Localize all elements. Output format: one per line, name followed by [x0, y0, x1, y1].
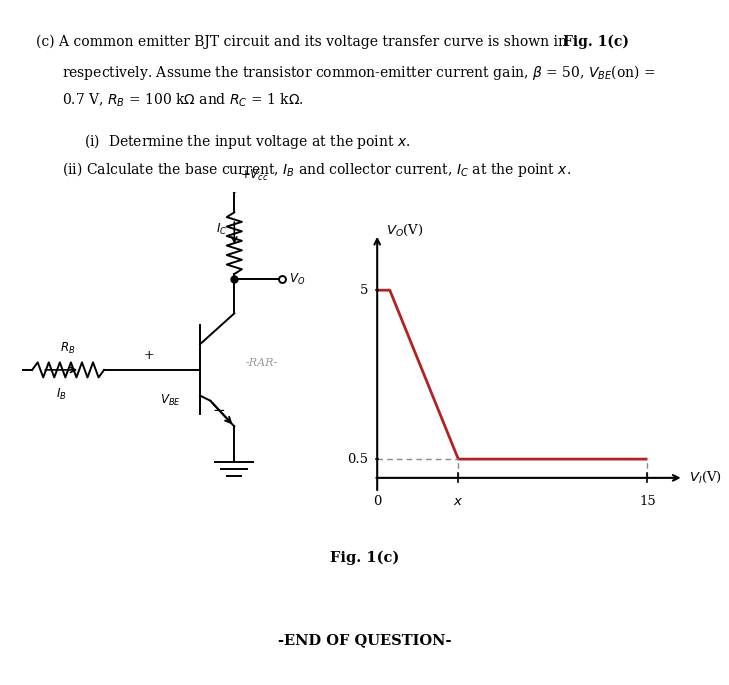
Text: 0.5: 0.5: [347, 453, 368, 466]
Text: Fig. 1(c): Fig. 1(c): [330, 551, 399, 566]
Text: 5: 5: [360, 284, 368, 297]
Text: $V_O$: $V_O$: [289, 271, 305, 287]
Text: (c) A common emitter BJT circuit and its voltage transfer curve is shown in: (c) A common emitter BJT circuit and its…: [36, 34, 572, 49]
Text: $V_I$(V): $V_I$(V): [689, 471, 722, 486]
Text: -RAR-: -RAR-: [246, 358, 278, 368]
Text: $I_B$: $I_B$: [56, 387, 66, 402]
Text: +: +: [144, 349, 154, 362]
Text: $V_O$(V): $V_O$(V): [386, 223, 424, 238]
Text: (i)  Determine the input voltage at the point $x$.: (i) Determine the input voltage at the p…: [84, 132, 410, 151]
Text: 0: 0: [373, 495, 381, 508]
Text: 0.7 V, $R_B$ = 100 k$\Omega$ and $R_C$ = 1 k$\Omega$.: 0.7 V, $R_B$ = 100 k$\Omega$ and $R_C$ =…: [62, 92, 304, 109]
Text: Fig. 1(c): Fig. 1(c): [563, 34, 629, 49]
Text: $V_{BE}$: $V_{BE}$: [160, 393, 182, 408]
Text: $-$: $-$: [212, 402, 225, 416]
Text: respectively. Assume the transistor common-emitter current gain, $\beta$ = 50, $: respectively. Assume the transistor comm…: [62, 63, 655, 82]
Text: -END OF QUESTION-: -END OF QUESTION-: [278, 634, 451, 647]
Text: $x$: $x$: [453, 495, 464, 508]
Text: (ii) Calculate the base current, $I_B$ and collector current, $I_C$ at the point: (ii) Calculate the base current, $I_B$ a…: [62, 160, 571, 179]
Text: $+V_{cc}$: $+V_{cc}$: [241, 168, 269, 184]
Text: 15: 15: [639, 495, 656, 508]
Text: $I_C$: $I_C$: [217, 222, 227, 237]
Text: $R_B$: $R_B$: [61, 340, 76, 356]
